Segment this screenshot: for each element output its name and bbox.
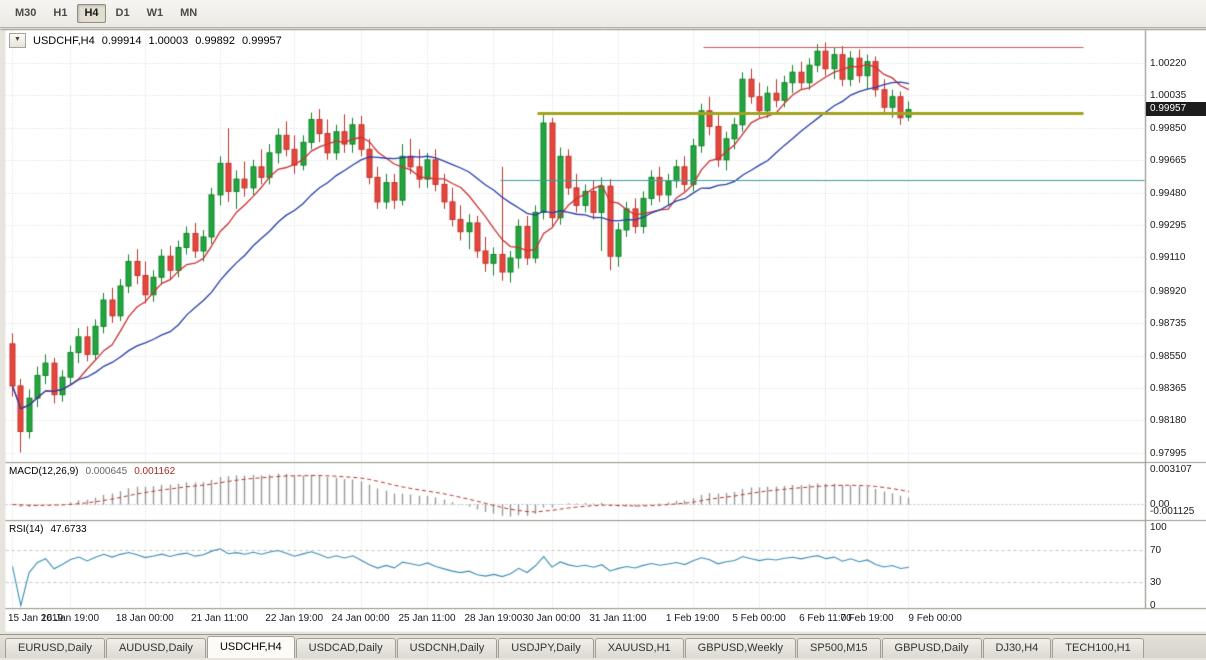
time-axis-label: 6 Feb 11:00 (799, 613, 852, 624)
time-axis-label: 31 Jan 11:00 (589, 613, 647, 624)
ohlc-low: 0.99892 (195, 34, 236, 47)
current-price-badge: 0.99957 (1146, 102, 1206, 117)
price-axis-label: 0.98180 (1150, 415, 1187, 427)
chart-tab-sp500-m15[interactable]: SP500,M15 (797, 638, 881, 658)
time-axis-label: 24 Jan 00:00 (331, 613, 390, 624)
time-axis-label: 25 Jan 11:00 (398, 613, 456, 624)
price-axis-label: 0.97995 (1150, 447, 1187, 459)
macd-axis-label: -0.001125 (1150, 506, 1195, 517)
time-axis-label: 1 Feb 19:00 (665, 613, 720, 624)
macd-axis-label: 0.00 (1150, 499, 1170, 510)
chart-tab-audusd-daily[interactable]: AUDUSD,Daily (105, 638, 206, 658)
price-axis-label: 0.98920 (1150, 285, 1187, 297)
price-axis-label: 1.00035 (1150, 90, 1187, 102)
chart-tab-xauusd-h1[interactable]: XAUUSD,H1 (594, 638, 684, 658)
chart-tab-tech100-h1[interactable]: TECH100,H1 (1052, 638, 1144, 658)
time-axis-label: 16 Jan 19:00 (41, 613, 100, 624)
time-axis-label: 22 Jan 19:00 (265, 613, 324, 624)
macd-axis-label: 0.003107 (1150, 464, 1192, 475)
chart-tab-eurusd-daily[interactable]: EURUSD,Daily (5, 638, 105, 658)
timeframe-button-h4[interactable]: H4 (77, 4, 106, 23)
timeframe-button-d1[interactable]: D1 (109, 4, 137, 23)
rsi-axis-label: 100 (1150, 522, 1167, 533)
chart-canvas[interactable] (0, 0, 1206, 632)
ohlc-open: 0.99914 (101, 34, 142, 47)
chart-tab-usdchf-h4[interactable]: USDCHF,H4 (206, 636, 295, 658)
price-axis-label: 0.99665 (1150, 155, 1187, 167)
time-axis-label: 15 Jan 2019 (8, 613, 64, 624)
price-axis-label: 0.98550 (1150, 350, 1187, 362)
macd-main-value: 0.000645 (85, 466, 128, 477)
price-axis-label: 0.99850 (1150, 122, 1187, 134)
price-axis-label: 1.00220 (1150, 57, 1187, 69)
macd-signal-value: 0.001162 (134, 466, 176, 477)
price-axis-label: 0.98735 (1150, 318, 1187, 330)
time-axis-label: 28 Jan 19:00 (464, 613, 523, 624)
rsi-value: 47.6733 (50, 524, 87, 535)
timeframe-button-mn[interactable]: MN (173, 4, 204, 23)
chart-tab-gbpusd-daily[interactable]: GBPUSD,Daily (881, 638, 982, 658)
price-axis-label: 0.99480 (1150, 187, 1187, 199)
time-axis-label: 30 Jan 00:00 (522, 613, 581, 624)
macd-indicator-label-row: MACD(12,26,9) 0.000645 0.001162 (9, 466, 175, 477)
timeframe-button-w1[interactable]: W1 (140, 4, 171, 23)
chart-info-line: ▼ USDCHF,H4 0.99914 1.00003 0.99892 0.99… (9, 33, 282, 48)
ohlc-high: 1.00003 (148, 34, 189, 47)
rsi-label: RSI(14) (9, 524, 44, 535)
rsi-axis-label: 0 (1150, 600, 1156, 611)
macd-label: MACD(12,26,9) (9, 466, 79, 477)
bottom-tab-bar: EURUSD,Daily AUDUSD,Daily USDCHF,H4 USDCAD,… (0, 634, 1206, 658)
rsi-axis-label: 30 (1150, 576, 1162, 588)
time-axis-label: 9 Feb 00:00 (908, 613, 962, 624)
time-axis-label: 7 Feb 19:00 (840, 613, 894, 624)
rsi-indicator-label-row: RSI(14) 47.6733 (9, 524, 87, 535)
chart-symbol-label: USDCHF,H4 (33, 34, 95, 47)
chart-tab-dj30-h4[interactable]: DJ30,H4 (982, 638, 1052, 658)
time-axis-label: 21 Jan 11:00 (190, 613, 249, 624)
chart-tab-usdcnh-daily[interactable]: USDCNH,Daily (396, 638, 498, 658)
ohlc-close: 0.99957 (242, 34, 282, 47)
timeframe-button-h1[interactable]: H1 (46, 4, 74, 23)
chart-tab-usdjpy-daily[interactable]: USDJPY,Daily (498, 638, 594, 658)
rsi-axis-label: 70 (1150, 545, 1162, 557)
price-axis-label: 0.99110 (1150, 252, 1186, 264)
time-axis-label: 18 Jan 00:00 (115, 613, 174, 624)
price-axis-label: 0.99295 (1150, 220, 1187, 232)
chart-tab-gbpusd-weekly[interactable]: GBPUSD,Weekly (684, 638, 797, 658)
price-axis-label: 0.98365 (1150, 383, 1187, 395)
time-axis-label: 5 Feb 00:00 (732, 613, 786, 624)
timeframe-button-m30[interactable]: M30 (8, 4, 43, 23)
timeframe-toolbar: M30 H1 H4 D1 W1 MN (0, 0, 1206, 28)
symbol-dropdown-icon[interactable]: ▼ (9, 33, 26, 48)
chart-tab-usdcad-daily[interactable]: USDCAD,Daily (295, 638, 396, 658)
